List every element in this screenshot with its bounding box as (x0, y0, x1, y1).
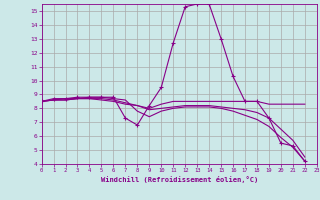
X-axis label: Windchill (Refroidissement éolien,°C): Windchill (Refroidissement éolien,°C) (100, 176, 258, 183)
